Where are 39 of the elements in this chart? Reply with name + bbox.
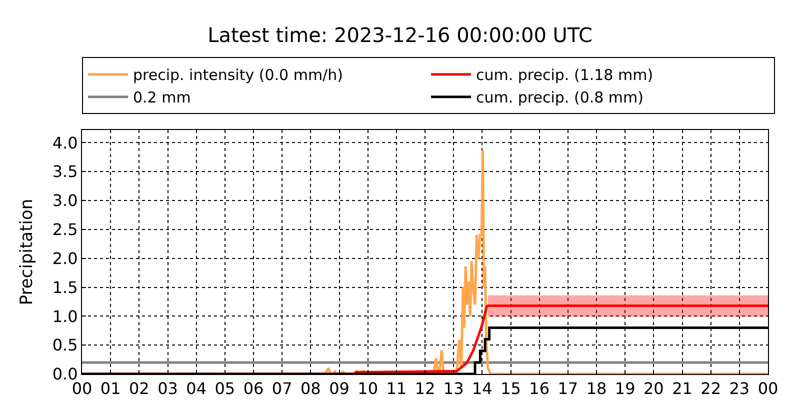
x-tick-label: 09: [329, 379, 350, 398]
y-axis-title: Precipitation: [16, 198, 37, 306]
x-tick-label: 00: [758, 379, 778, 398]
x-tick-label: 17: [558, 379, 578, 398]
x-tick-label: 22: [700, 379, 722, 398]
y-tick-label: 3.5: [52, 162, 78, 182]
x-tick-label: 23: [729, 379, 750, 398]
y-tick-label: 4.0: [52, 133, 78, 152]
x-tick-label: 11: [386, 379, 407, 398]
x-tick-label: 05: [214, 379, 236, 398]
x-tick-label: 03: [158, 379, 178, 398]
y-tick-label: 3.0: [52, 191, 78, 210]
x-tick-label: 08: [300, 379, 321, 398]
x-tick-label: 07: [272, 379, 292, 398]
x-tick-label: 15: [500, 379, 521, 398]
y-tick-label: 2.0: [52, 248, 78, 268]
x-tick-label: 12: [414, 379, 436, 398]
x-tick-label: 04: [186, 379, 207, 398]
y-tick-label: 1.5: [52, 278, 78, 297]
legend-label: cum. precip. (0.8 mm): [476, 88, 644, 107]
x-tick-label: 06: [243, 379, 264, 398]
x-tick-label: 13: [443, 379, 464, 398]
y-tick-label: 2.5: [52, 220, 78, 240]
x-tick-label: 19: [614, 379, 636, 398]
x-tick-label: 21: [672, 379, 692, 398]
y-tick-label: 0.5: [52, 336, 78, 355]
x-tick-label: 14: [472, 379, 492, 398]
x-tick-label: 10: [358, 379, 378, 398]
x-tick-label: 02: [128, 379, 150, 398]
x-tick-label: 16: [529, 379, 550, 398]
legend-label: 0.2 mm: [133, 88, 191, 107]
chart-title: Latest time: 2023-12-16 00:00:00 UTC: [208, 22, 592, 47]
x-tick-label: 20: [643, 379, 664, 398]
legend-label: precip. intensity (0.0 mm/h): [133, 66, 343, 84]
x-tick-label: 18: [586, 379, 607, 398]
x-tick-label: 01: [100, 379, 121, 398]
legend-label: cum. precip. (1.18 mm): [476, 66, 654, 84]
y-tick-label: 1.0: [52, 306, 78, 326]
x-tick-label: 00: [72, 379, 92, 398]
